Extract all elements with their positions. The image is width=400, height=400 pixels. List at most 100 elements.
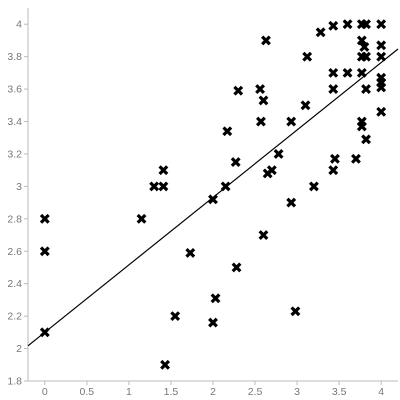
marker-stroke bbox=[158, 181, 169, 192]
x-tick-label: 3 bbox=[294, 386, 300, 398]
data-point bbox=[376, 19, 387, 30]
data-points bbox=[39, 19, 387, 370]
data-point bbox=[39, 327, 50, 338]
marker-stroke bbox=[255, 84, 266, 95]
data-point bbox=[39, 213, 50, 224]
data-point bbox=[273, 149, 284, 159]
data-point bbox=[361, 19, 371, 30]
data-point bbox=[230, 157, 241, 167]
data-point bbox=[185, 247, 196, 258]
marker-stroke bbox=[222, 126, 233, 137]
data-point bbox=[376, 51, 387, 62]
data-point bbox=[208, 194, 218, 205]
data-point bbox=[286, 197, 297, 208]
x-tick-label: 2.5 bbox=[248, 386, 263, 398]
data-point bbox=[328, 84, 339, 95]
data-point bbox=[158, 165, 169, 176]
marker-stroke bbox=[361, 19, 371, 30]
y-tick-label: 1.8 bbox=[7, 376, 22, 388]
marker-stroke bbox=[376, 106, 387, 117]
data-point bbox=[351, 153, 361, 164]
marker-stroke bbox=[376, 40, 387, 51]
marker-stroke bbox=[328, 165, 339, 176]
marker-stroke bbox=[356, 35, 367, 46]
x-tick-label: 0 bbox=[42, 386, 48, 398]
data-point bbox=[255, 84, 266, 95]
marker-stroke bbox=[328, 67, 339, 78]
data-point bbox=[342, 67, 353, 78]
data-point bbox=[170, 311, 181, 322]
marker-stroke bbox=[39, 327, 50, 338]
data-point bbox=[39, 246, 50, 257]
marker-stroke bbox=[231, 262, 242, 273]
marker-stroke bbox=[136, 213, 147, 224]
data-point bbox=[290, 306, 301, 317]
x-tick-label: 4 bbox=[378, 386, 384, 398]
marker-stroke bbox=[149, 181, 160, 192]
data-point bbox=[149, 181, 160, 192]
marker-stroke bbox=[273, 149, 284, 159]
data-point bbox=[376, 106, 387, 117]
data-point bbox=[286, 116, 297, 127]
x-tick-label: 1 bbox=[126, 386, 132, 398]
data-point bbox=[328, 20, 339, 31]
data-point bbox=[361, 134, 371, 145]
marker-stroke bbox=[258, 95, 269, 106]
data-point bbox=[376, 40, 387, 51]
data-point bbox=[328, 67, 339, 78]
marker-stroke bbox=[330, 153, 340, 164]
data-point bbox=[258, 95, 269, 106]
x-tick-label: 1.5 bbox=[164, 386, 179, 398]
marker-stroke bbox=[158, 165, 169, 176]
marker-stroke bbox=[290, 306, 301, 317]
data-point bbox=[222, 126, 233, 137]
marker-stroke bbox=[208, 317, 218, 328]
marker-stroke bbox=[376, 19, 387, 30]
data-point bbox=[160, 359, 170, 370]
y-tick-label: 2 bbox=[16, 343, 22, 355]
marker-stroke bbox=[356, 121, 367, 132]
data-point bbox=[258, 230, 269, 240]
marker-stroke bbox=[342, 19, 353, 30]
marker-stroke bbox=[376, 82, 387, 93]
marker-stroke bbox=[300, 100, 311, 111]
data-point bbox=[356, 35, 367, 46]
data-point bbox=[300, 100, 311, 111]
marker-stroke bbox=[302, 51, 313, 62]
marker-stroke bbox=[230, 157, 241, 167]
data-point bbox=[210, 293, 221, 304]
data-point bbox=[256, 116, 266, 127]
marker-stroke bbox=[256, 116, 266, 127]
data-point bbox=[158, 181, 169, 192]
data-point bbox=[315, 27, 326, 38]
marker-stroke bbox=[361, 84, 371, 95]
marker-stroke bbox=[308, 181, 319, 192]
marker-stroke bbox=[261, 35, 271, 46]
x-tick-label: 0.5 bbox=[80, 386, 95, 398]
data-point bbox=[231, 262, 242, 273]
axes: 0 0.5 1 1.5 2 2.5 3 3.5 4 1.8 2 2.2 2.4 2.6 2.8 3 3.2 3.4… bbox=[7, 8, 398, 398]
data-point bbox=[361, 84, 371, 95]
x-tick-label: 2 bbox=[210, 386, 216, 398]
marker-stroke bbox=[376, 51, 387, 62]
y-tick-label: 3.6 bbox=[7, 84, 22, 96]
data-point bbox=[330, 153, 340, 164]
marker-stroke bbox=[356, 67, 367, 78]
marker-stroke bbox=[315, 27, 326, 38]
marker-stroke bbox=[361, 134, 371, 145]
marker-stroke bbox=[39, 246, 50, 257]
marker-stroke bbox=[286, 116, 297, 127]
marker-stroke bbox=[351, 153, 361, 164]
data-point bbox=[233, 85, 244, 96]
marker-stroke bbox=[342, 67, 353, 78]
x-tick-label: 3.5 bbox=[332, 386, 347, 398]
data-point bbox=[261, 35, 271, 46]
data-point bbox=[328, 165, 339, 176]
marker-stroke bbox=[258, 230, 269, 240]
data-point bbox=[359, 41, 370, 52]
y-tick-label: 3.4 bbox=[7, 116, 22, 128]
data-point bbox=[208, 317, 218, 328]
data-point bbox=[308, 181, 319, 192]
